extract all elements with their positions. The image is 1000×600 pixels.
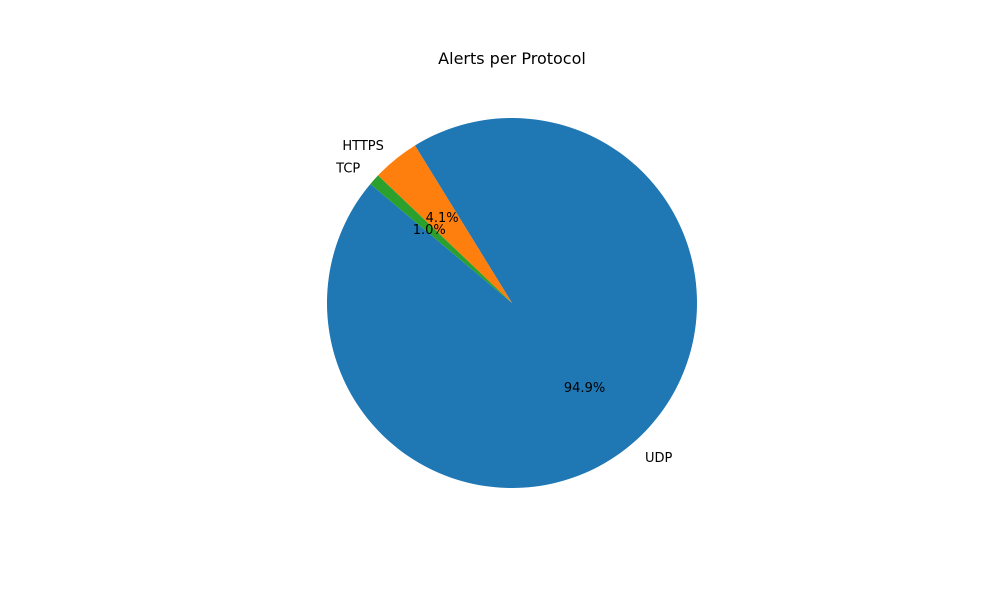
slice-label-udp: UDP <box>645 451 673 466</box>
pie-labels: UDP 94.9% HTTPS 4.1% TCP 1.0% <box>335 139 672 466</box>
pie-slice-https <box>378 145 512 303</box>
pie-slices <box>326 118 697 489</box>
slice-pct-udp: 94.9% <box>564 381 605 396</box>
slice-label-https: HTTPS <box>342 139 384 154</box>
slice-label-tcp: TCP <box>335 161 360 176</box>
slice-pct-tcp: 1.0% <box>413 223 446 238</box>
chart-title: Alerts per Protocol <box>438 49 586 68</box>
slice-pct-https: 4.1% <box>426 211 459 226</box>
pie-slice-tcp <box>370 175 512 303</box>
pie-slice-udp <box>326 118 697 489</box>
